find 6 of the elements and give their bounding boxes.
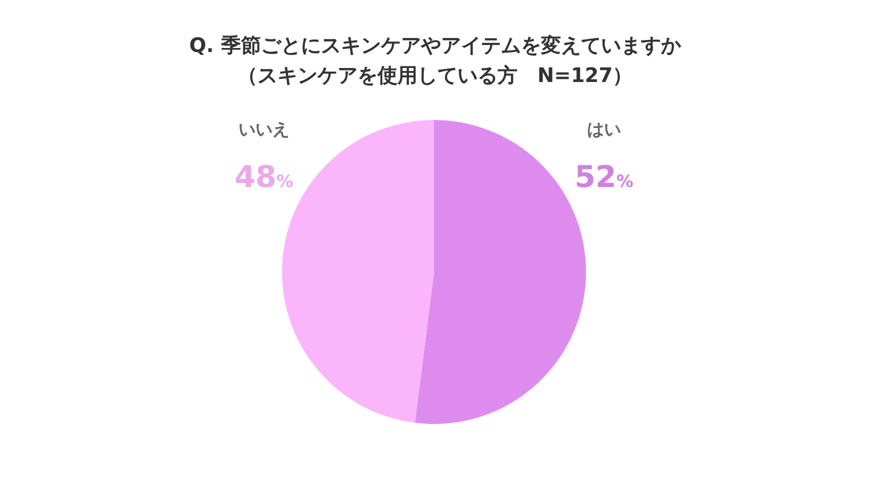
- chart-title: Q. 季節ごとにスキンケアやアイテムを変えていますか: [189, 33, 682, 57]
- data-label: 48%: [234, 160, 294, 195]
- data-label: 52%: [574, 160, 634, 195]
- slice-label: いいえ: [238, 120, 290, 140]
- slice-label: はい: [587, 120, 621, 140]
- chart-subtitle: （スキンケアを使用している方 N=127）: [237, 63, 633, 87]
